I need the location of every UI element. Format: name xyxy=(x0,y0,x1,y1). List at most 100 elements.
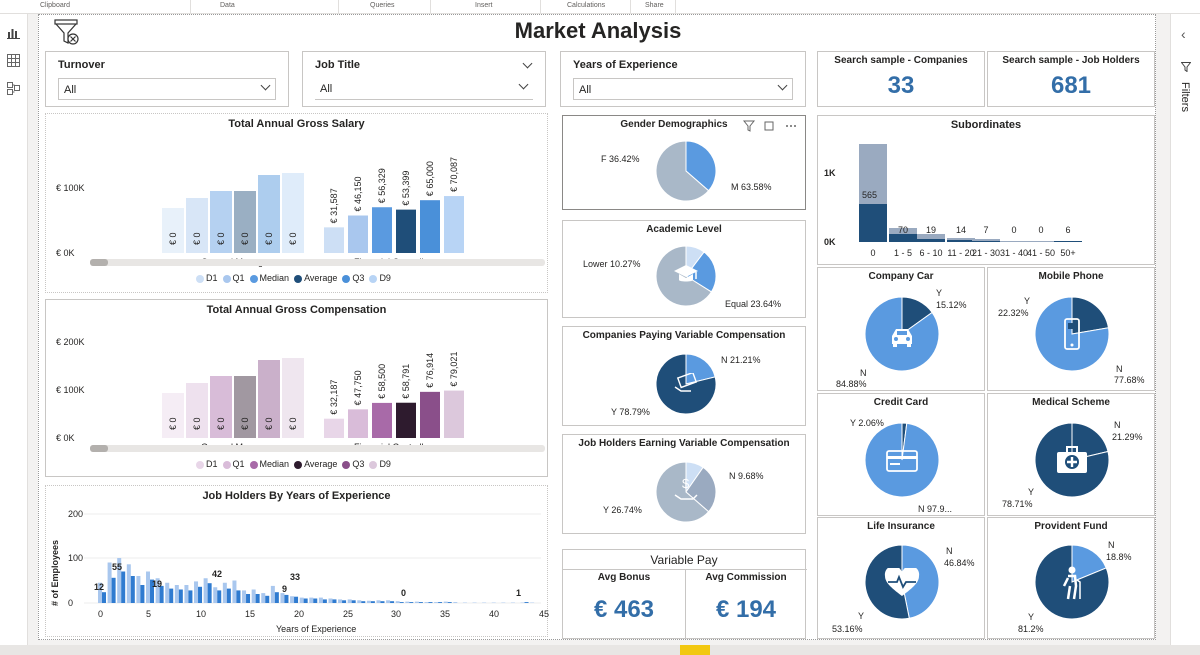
turnover-dropdown[interactable]: All xyxy=(58,78,276,100)
job-title-dropdown[interactable]: All xyxy=(315,78,533,100)
elderly-person-icon xyxy=(1062,566,1081,600)
histogram-bar xyxy=(270,585,275,603)
histogram-bar xyxy=(102,592,106,603)
variable-pay-card: Variable Pay Avg Bonus € 463 Avg Commiss… xyxy=(562,549,807,639)
data-label: 0 xyxy=(1011,225,1016,235)
pie-label-y: Y 26.74% xyxy=(603,505,642,515)
histogram-bar xyxy=(366,600,371,603)
histogram-bar xyxy=(418,602,423,603)
legend-item[interactable]: Median xyxy=(249,273,289,283)
ribbon-tab-data[interactable]: Data xyxy=(220,2,235,9)
filters-pane[interactable]: ‹ Filters xyxy=(1170,14,1200,655)
histogram-bar xyxy=(361,601,366,603)
x-tick-label: 6 - 10 xyxy=(919,248,942,258)
pie-slice xyxy=(685,251,717,293)
data-label: € 0 xyxy=(192,417,202,430)
histogram-bar xyxy=(294,596,299,603)
car-icon xyxy=(892,329,912,347)
data-label: € 0 xyxy=(240,232,250,245)
legend-item[interactable]: Average xyxy=(294,273,337,283)
table-view-icon[interactable] xyxy=(7,54,20,67)
ribbon-tab-clipboard[interactable]: Clipboard xyxy=(40,2,70,9)
histogram-bar xyxy=(198,586,203,603)
legend-item[interactable]: Q3 xyxy=(342,273,364,283)
model-view-icon[interactable] xyxy=(7,82,20,95)
chart-title: Job Holders By Years of Experience xyxy=(202,490,391,502)
ribbon-tab-share[interactable]: Share xyxy=(645,2,664,9)
salary-chart[interactable]: Total Annual Gross Salary € 100K € 0K € 0 €… xyxy=(45,113,548,293)
clear-filters-icon[interactable] xyxy=(53,18,81,46)
histogram-bar xyxy=(159,585,164,603)
provident-fund-chart[interactable]: Provident Fund N 18.8% Y 81.2% xyxy=(987,517,1155,639)
data-label: 19 xyxy=(926,225,936,235)
legend-item[interactable]: Median xyxy=(249,459,289,469)
chart-title: Total Annual Gross Salary xyxy=(228,118,365,130)
ribbon-tab-calculations[interactable]: Calculations xyxy=(567,2,606,9)
legend-item[interactable]: D9 xyxy=(369,459,391,469)
histogram-bar xyxy=(184,585,189,603)
credit-card-chart[interactable]: Credit Card Y 2.06% N 97.9... xyxy=(817,393,985,516)
legend-item[interactable]: Q1 xyxy=(222,273,245,283)
chart-title: Company Car xyxy=(868,271,934,282)
scrollbar[interactable] xyxy=(90,259,545,266)
pie-label-y: Y xyxy=(1028,487,1035,497)
avg-bonus-value: € 463 xyxy=(593,596,655,623)
pie-label-n-value: 77.68% xyxy=(1114,375,1145,385)
active-page-tab[interactable] xyxy=(680,645,710,655)
ribbon-tab-insert[interactable]: Insert xyxy=(475,2,493,9)
data-label: € 0 xyxy=(264,417,274,430)
salary-plot: € 100K € 0K € 0 € 0 € 0 € 0 € 0 € 0 € 31,587 € 46… xyxy=(56,157,464,267)
medical-scheme-chart[interactable]: Medical Scheme N 21.29% Y 78.71% xyxy=(987,393,1155,516)
slicer-job-title[interactable]: Job Title All xyxy=(302,51,546,107)
holders-variable-pie xyxy=(655,461,717,523)
data-label: 0 xyxy=(401,588,406,598)
academic-chart[interactable]: Academic Level Lower 10.27% Equal 23.64% xyxy=(562,220,806,318)
legend-item[interactable]: D9 xyxy=(369,273,391,283)
histogram-bar xyxy=(203,578,208,603)
histogram-bar xyxy=(303,598,308,603)
pie-label-y-value: 78.71% xyxy=(1002,499,1033,509)
life-insurance-chart[interactable]: Life Insurance N 46.84% Y 53.16% xyxy=(817,517,985,639)
y-tick-label: 0K xyxy=(824,237,836,247)
subordinates-chart[interactable]: Subordinates 1K 0K 0 1 - 5 6 - 10 11 - 20 21 -… xyxy=(817,115,1155,265)
histogram-bar xyxy=(342,600,347,603)
slicer-years-experience[interactable]: Years of Experience All xyxy=(560,51,806,107)
companies-variable-chart[interactable]: Companies Paying Variable Compensation N… xyxy=(562,326,806,426)
bar-gm xyxy=(282,358,304,438)
scrollbar[interactable] xyxy=(90,445,545,452)
slicer-turnover[interactable]: Turnover All xyxy=(45,51,289,107)
pie-slice xyxy=(1071,422,1109,461)
bar-gm xyxy=(162,393,184,438)
x-tick-label: 40 xyxy=(489,609,499,619)
ribbon-tab-queries[interactable]: Queries xyxy=(370,2,395,9)
pie-label-n: N 21.21% xyxy=(721,355,761,365)
experience-chart[interactable]: Job Holders By Years of Experience 200 10… xyxy=(45,485,549,637)
legend-item[interactable]: Q1 xyxy=(222,459,245,469)
y-tick-label: € 0K xyxy=(56,433,75,443)
collapse-icon[interactable]: ‹ xyxy=(1181,26,1186,42)
pie-label-y-value: 81.2% xyxy=(1018,624,1044,634)
bar-fc xyxy=(324,418,344,438)
company-car-chart[interactable]: Company Car Y 15.12% N 84.88% xyxy=(817,267,985,391)
legend-item[interactable]: Q3 xyxy=(342,459,364,469)
histogram-bar xyxy=(328,598,333,603)
academic-pie xyxy=(655,245,717,307)
compensation-chart[interactable]: Total Annual Gross Compensation € 200K € … xyxy=(45,299,548,477)
legend-item[interactable]: D1 xyxy=(196,459,218,469)
money-bag-icon: $ xyxy=(674,476,698,500)
legend-item[interactable]: Average xyxy=(294,459,337,469)
legend-item[interactable]: D1 xyxy=(196,273,218,283)
histogram-bar xyxy=(165,582,170,603)
chart-title: Provident Fund xyxy=(1034,521,1108,532)
data-label: € 46,150 xyxy=(353,176,363,211)
years-dropdown[interactable]: All xyxy=(573,78,793,100)
visual-header-icons[interactable] xyxy=(741,120,801,132)
data-label: € 0 xyxy=(288,232,298,245)
holders-variable-chart[interactable]: Job Holders Earning Variable Compensatio… xyxy=(562,434,806,534)
histogram-bar xyxy=(414,601,419,603)
mobile-phone-chart[interactable]: Mobile Phone Y 22.32% N 77.68% xyxy=(987,267,1155,391)
report-view-icon[interactable] xyxy=(7,26,20,39)
card-title: Variable Pay xyxy=(650,553,718,567)
histogram-bar xyxy=(213,587,218,603)
gender-chart[interactable]: Gender Demographics F 36.42% M 63.58% xyxy=(562,115,806,210)
